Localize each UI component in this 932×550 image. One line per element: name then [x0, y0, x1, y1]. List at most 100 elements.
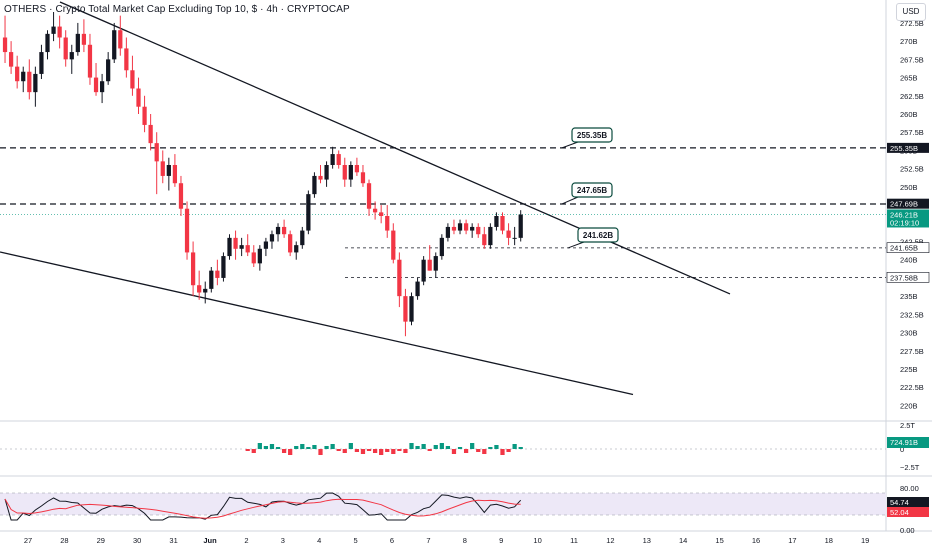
- volume-bar-down: [463, 449, 469, 453]
- time-tick-label: 15: [715, 536, 723, 545]
- price-tick-label: 260B: [900, 110, 918, 119]
- price-axis[interactable]: 272.5B270B267.5B265B262.5B260B257.5B255B…: [886, 19, 930, 411]
- candle-up: [269, 230, 275, 249]
- callout-box: [571, 182, 613, 198]
- callout-pointer: [561, 141, 579, 149]
- price-badge-label: 241.65B: [890, 244, 918, 253]
- price-tick-label: 252.5B: [900, 165, 924, 174]
- candle-down: [8, 41, 14, 74]
- time-tick-label: 6: [390, 536, 394, 545]
- price-tick-label: 265B: [900, 74, 918, 83]
- price-tick-label: 262.5B: [900, 92, 924, 101]
- price-badge-label: 237.58B: [890, 273, 918, 282]
- candle-body: [184, 208, 190, 253]
- candle-up: [494, 212, 499, 231]
- candle-body: [215, 270, 220, 278]
- callout-label: 255.35B: [577, 131, 607, 140]
- price-callout: 247.65B: [561, 182, 613, 205]
- candle-down: [2, 15, 8, 63]
- time-tick-label: 2: [244, 536, 248, 545]
- candle-body: [281, 226, 287, 235]
- candle-up: [75, 22, 80, 56]
- candle-body: [457, 223, 463, 231]
- candle-body: [27, 71, 32, 93]
- candle-down: [500, 212, 505, 235]
- candle-body: [439, 237, 444, 257]
- volume-bar-up: [439, 443, 444, 449]
- price-badge: 255.35B: [887, 142, 929, 153]
- candle-down: [124, 37, 129, 78]
- candle-body: [433, 256, 438, 271]
- candle-down: [385, 205, 390, 238]
- candle-down: [397, 252, 402, 308]
- candle-down: [476, 223, 481, 238]
- price-tick-label: 220B: [900, 401, 918, 410]
- candle-body: [227, 237, 232, 257]
- candle-up: [409, 292, 414, 326]
- volume-bar-down: [500, 449, 505, 455]
- candle-body: [372, 208, 378, 213]
- volume-bar-up: [263, 446, 269, 449]
- candle-down: [215, 259, 220, 286]
- candle-down: [15, 55, 20, 89]
- candle-body: [451, 226, 457, 231]
- price-tick-label: 225B: [900, 365, 918, 374]
- currency-button[interactable]: USD: [896, 3, 926, 21]
- candle-body: [275, 226, 281, 235]
- time-tick-label: 28: [60, 536, 68, 545]
- chart-title: OTHERS · Crypto Total Market Cap Excludi…: [4, 4, 350, 15]
- volume-bar-down: [360, 449, 366, 454]
- candle-body: [391, 230, 396, 260]
- candle-up: [512, 226, 517, 246]
- volume-bar-down: [336, 449, 341, 451]
- volume-bar-up: [294, 446, 299, 449]
- candle-up: [21, 66, 26, 93]
- candle-down: [233, 230, 238, 260]
- candle-up: [488, 223, 493, 249]
- candle-down: [391, 223, 396, 264]
- candle-body: [112, 30, 117, 60]
- callout-box: [571, 127, 613, 143]
- volume-bar-down: [342, 449, 347, 453]
- volume-bar-up: [306, 447, 311, 449]
- candle-down: [342, 157, 347, 187]
- candle-down: [360, 165, 366, 187]
- price-tick-label: 235B: [900, 292, 918, 301]
- candle-down: [197, 270, 202, 300]
- candle-body: [336, 154, 341, 165]
- candle-up: [203, 281, 208, 304]
- candle-body: [239, 245, 244, 249]
- candle-body: [190, 252, 196, 286]
- candle-up: [239, 237, 244, 257]
- candle-body: [93, 77, 99, 93]
- time-axis[interactable]: 27 28 29 30 31 Jun 2 3 4 5 6 7 8 9 10 11 12 13 14 15 16 17 18 1…: [24, 536, 870, 545]
- candle-up: [306, 190, 311, 235]
- candle-body: [409, 296, 414, 322]
- candle-body: [166, 165, 171, 176]
- candle-body: [154, 143, 159, 162]
- price-tick-label: 270B: [900, 37, 918, 46]
- candle-down: [130, 55, 135, 96]
- candle-body: [124, 48, 129, 71]
- candle-down: [372, 201, 378, 220]
- candle-body: [209, 270, 214, 289]
- rsi-badge-box: [887, 497, 929, 507]
- callout-label: 241.62B: [583, 231, 613, 240]
- candle-body: [136, 88, 141, 107]
- candle-up: [33, 66, 38, 107]
- price-badge-box: [886, 242, 930, 253]
- rsi-tick-label: 80.00: [900, 484, 919, 493]
- price-pane[interactable]: 255.35B 247.65B 241.62B: [0, 0, 932, 532]
- volume-bar-up: [518, 447, 523, 449]
- candle-body: [178, 183, 184, 209]
- volume-bar-down: [403, 449, 408, 453]
- price-badge-countdown: 02:19:10: [890, 218, 919, 227]
- time-tick-label: 29: [97, 536, 105, 545]
- candle-up: [69, 44, 74, 74]
- candle-body: [33, 73, 38, 93]
- volume-pane: 2.5T 0 −2.5T 724.91B: [0, 421, 929, 472]
- candle-up: [99, 73, 105, 104]
- price-tick-label: 232.5B: [900, 310, 924, 319]
